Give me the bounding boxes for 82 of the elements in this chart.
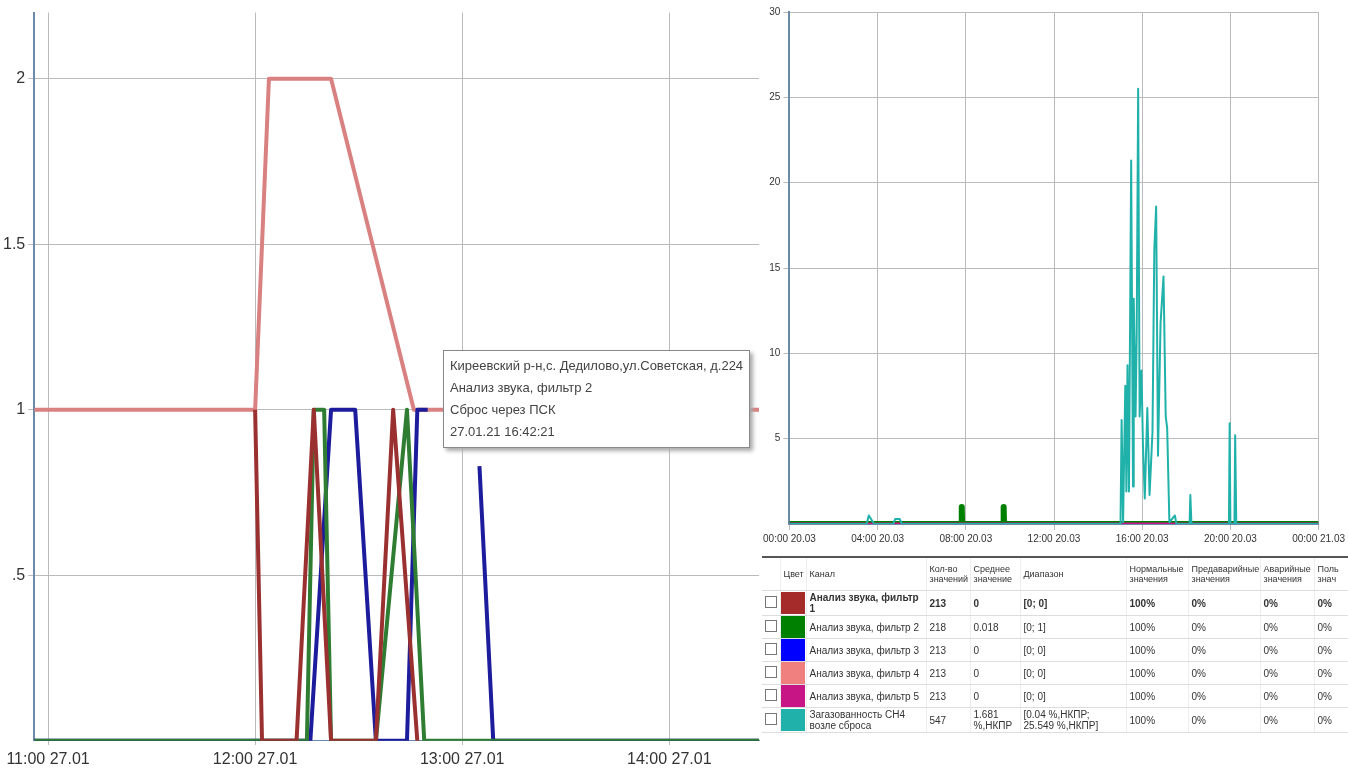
annotation: Сброс через ПСК	[450, 401, 557, 419]
x-tick-label: 13:00 27.01	[419, 749, 505, 767]
y-tick-label: 15	[769, 261, 781, 273]
text: 218	[926, 615, 970, 639]
text: 0%	[1188, 707, 1260, 733]
y-tick-label: 1.5	[2, 234, 26, 252]
text: 213	[926, 684, 970, 708]
text: 0%	[1188, 590, 1260, 616]
text: 100%	[1126, 684, 1188, 708]
x-tick-label: 14:00 27.01	[627, 749, 712, 767]
text: 0%	[1314, 590, 1348, 616]
text: 0%	[1314, 661, 1348, 685]
legend-label: Анализ звука, фильтр 3	[806, 638, 926, 662]
x-tick-label: 00:00 21.03	[1292, 532, 1346, 544]
text: 0%	[1314, 707, 1348, 733]
text: [0; 0]	[1020, 684, 1126, 708]
text: Нормальные значения	[1126, 558, 1188, 591]
text: 547	[926, 707, 970, 733]
text: 100%	[1126, 707, 1188, 733]
y-tick-label: 5	[774, 432, 781, 444]
legend-label: Анализ звука, фильтр 2	[806, 615, 926, 639]
text: 0%	[1188, 684, 1260, 708]
text: 213	[926, 661, 970, 685]
text: 0%	[1260, 661, 1314, 685]
text: Среднее значение	[970, 558, 1020, 591]
text: Поль знач	[1314, 558, 1348, 591]
text: 0	[970, 684, 1020, 708]
text: [0; 0]	[1020, 661, 1126, 685]
annotation: Киреевский р-н,с. Дедилово,ул.Советская, д.224	[450, 357, 744, 375]
text: [0; 1]	[1020, 615, 1126, 639]
text: 0%	[1260, 684, 1314, 708]
y-tick-label: 20	[769, 176, 781, 188]
y-tick-label: 1	[16, 400, 26, 418]
legend-label: Анализ звука, фильтр 1	[806, 590, 926, 616]
text: 0	[970, 590, 1020, 616]
text: 0%	[1260, 590, 1314, 616]
y-tick-label: 25	[769, 91, 781, 103]
text: 0%	[1188, 661, 1260, 685]
legend-label: Загазованность CH4 возле сброса	[806, 707, 926, 733]
text: 100%	[1126, 661, 1188, 685]
text: Предаварийные значения	[1188, 558, 1260, 591]
x-tick-label: 08:00 20.03	[939, 532, 993, 544]
text: Кол-во значений	[926, 558, 970, 591]
x-tick-label: 04:00 20.03	[851, 532, 905, 544]
text: Канал	[806, 558, 926, 591]
text: 0%	[1188, 638, 1260, 662]
text: Диапазон	[1020, 558, 1126, 591]
y-tick-label: .5	[11, 565, 26, 583]
legend-label: Анализ звука, фильтр 4	[806, 661, 926, 685]
text: 213	[926, 590, 970, 616]
text: [0.04 %,НКПР; 25.549 %,НКПР]	[1020, 707, 1126, 733]
x-tick-label: 20:00 20.03	[1203, 532, 1258, 544]
annotation: Анализ звука, фильтр 2	[450, 379, 594, 397]
text: 100%	[1126, 590, 1188, 616]
text: 213	[926, 638, 970, 662]
text: 1.681 %,НКПР	[970, 707, 1020, 733]
text: [0; 0]	[1020, 638, 1126, 662]
text: 0%	[1314, 615, 1348, 639]
text: Аварийные значения	[1260, 558, 1314, 591]
text: [0; 0]	[1020, 590, 1126, 616]
x-tick-label: 11:00 27.01	[6, 749, 90, 767]
text: 0.018	[970, 615, 1020, 639]
text: 0%	[1260, 615, 1314, 639]
text: 0%	[1260, 707, 1314, 733]
y-tick-label: 10	[769, 347, 781, 359]
x-tick-label: 12:00 27.01	[212, 749, 298, 767]
y-tick-label: 30	[769, 5, 781, 17]
text: 0%	[1260, 638, 1314, 662]
annotation: 27.01.21 16:42:21	[450, 423, 556, 441]
text: 0%	[1188, 615, 1260, 639]
text: 100%	[1126, 638, 1188, 662]
text: Цвет	[780, 558, 806, 591]
text: 0%	[1314, 638, 1348, 662]
x-tick-label: 00:00 20.03	[763, 532, 817, 544]
text: 0	[970, 638, 1020, 662]
x-tick-label: 12:00 20.03	[1027, 532, 1081, 544]
text: 0%	[1314, 684, 1348, 708]
x-tick-label: 16:00 20.03	[1115, 532, 1170, 544]
y-tick-label: 2	[16, 69, 26, 87]
text: 100%	[1126, 615, 1188, 639]
legend-label: Анализ звука, фильтр 5	[806, 684, 926, 708]
text: 0	[970, 661, 1020, 685]
